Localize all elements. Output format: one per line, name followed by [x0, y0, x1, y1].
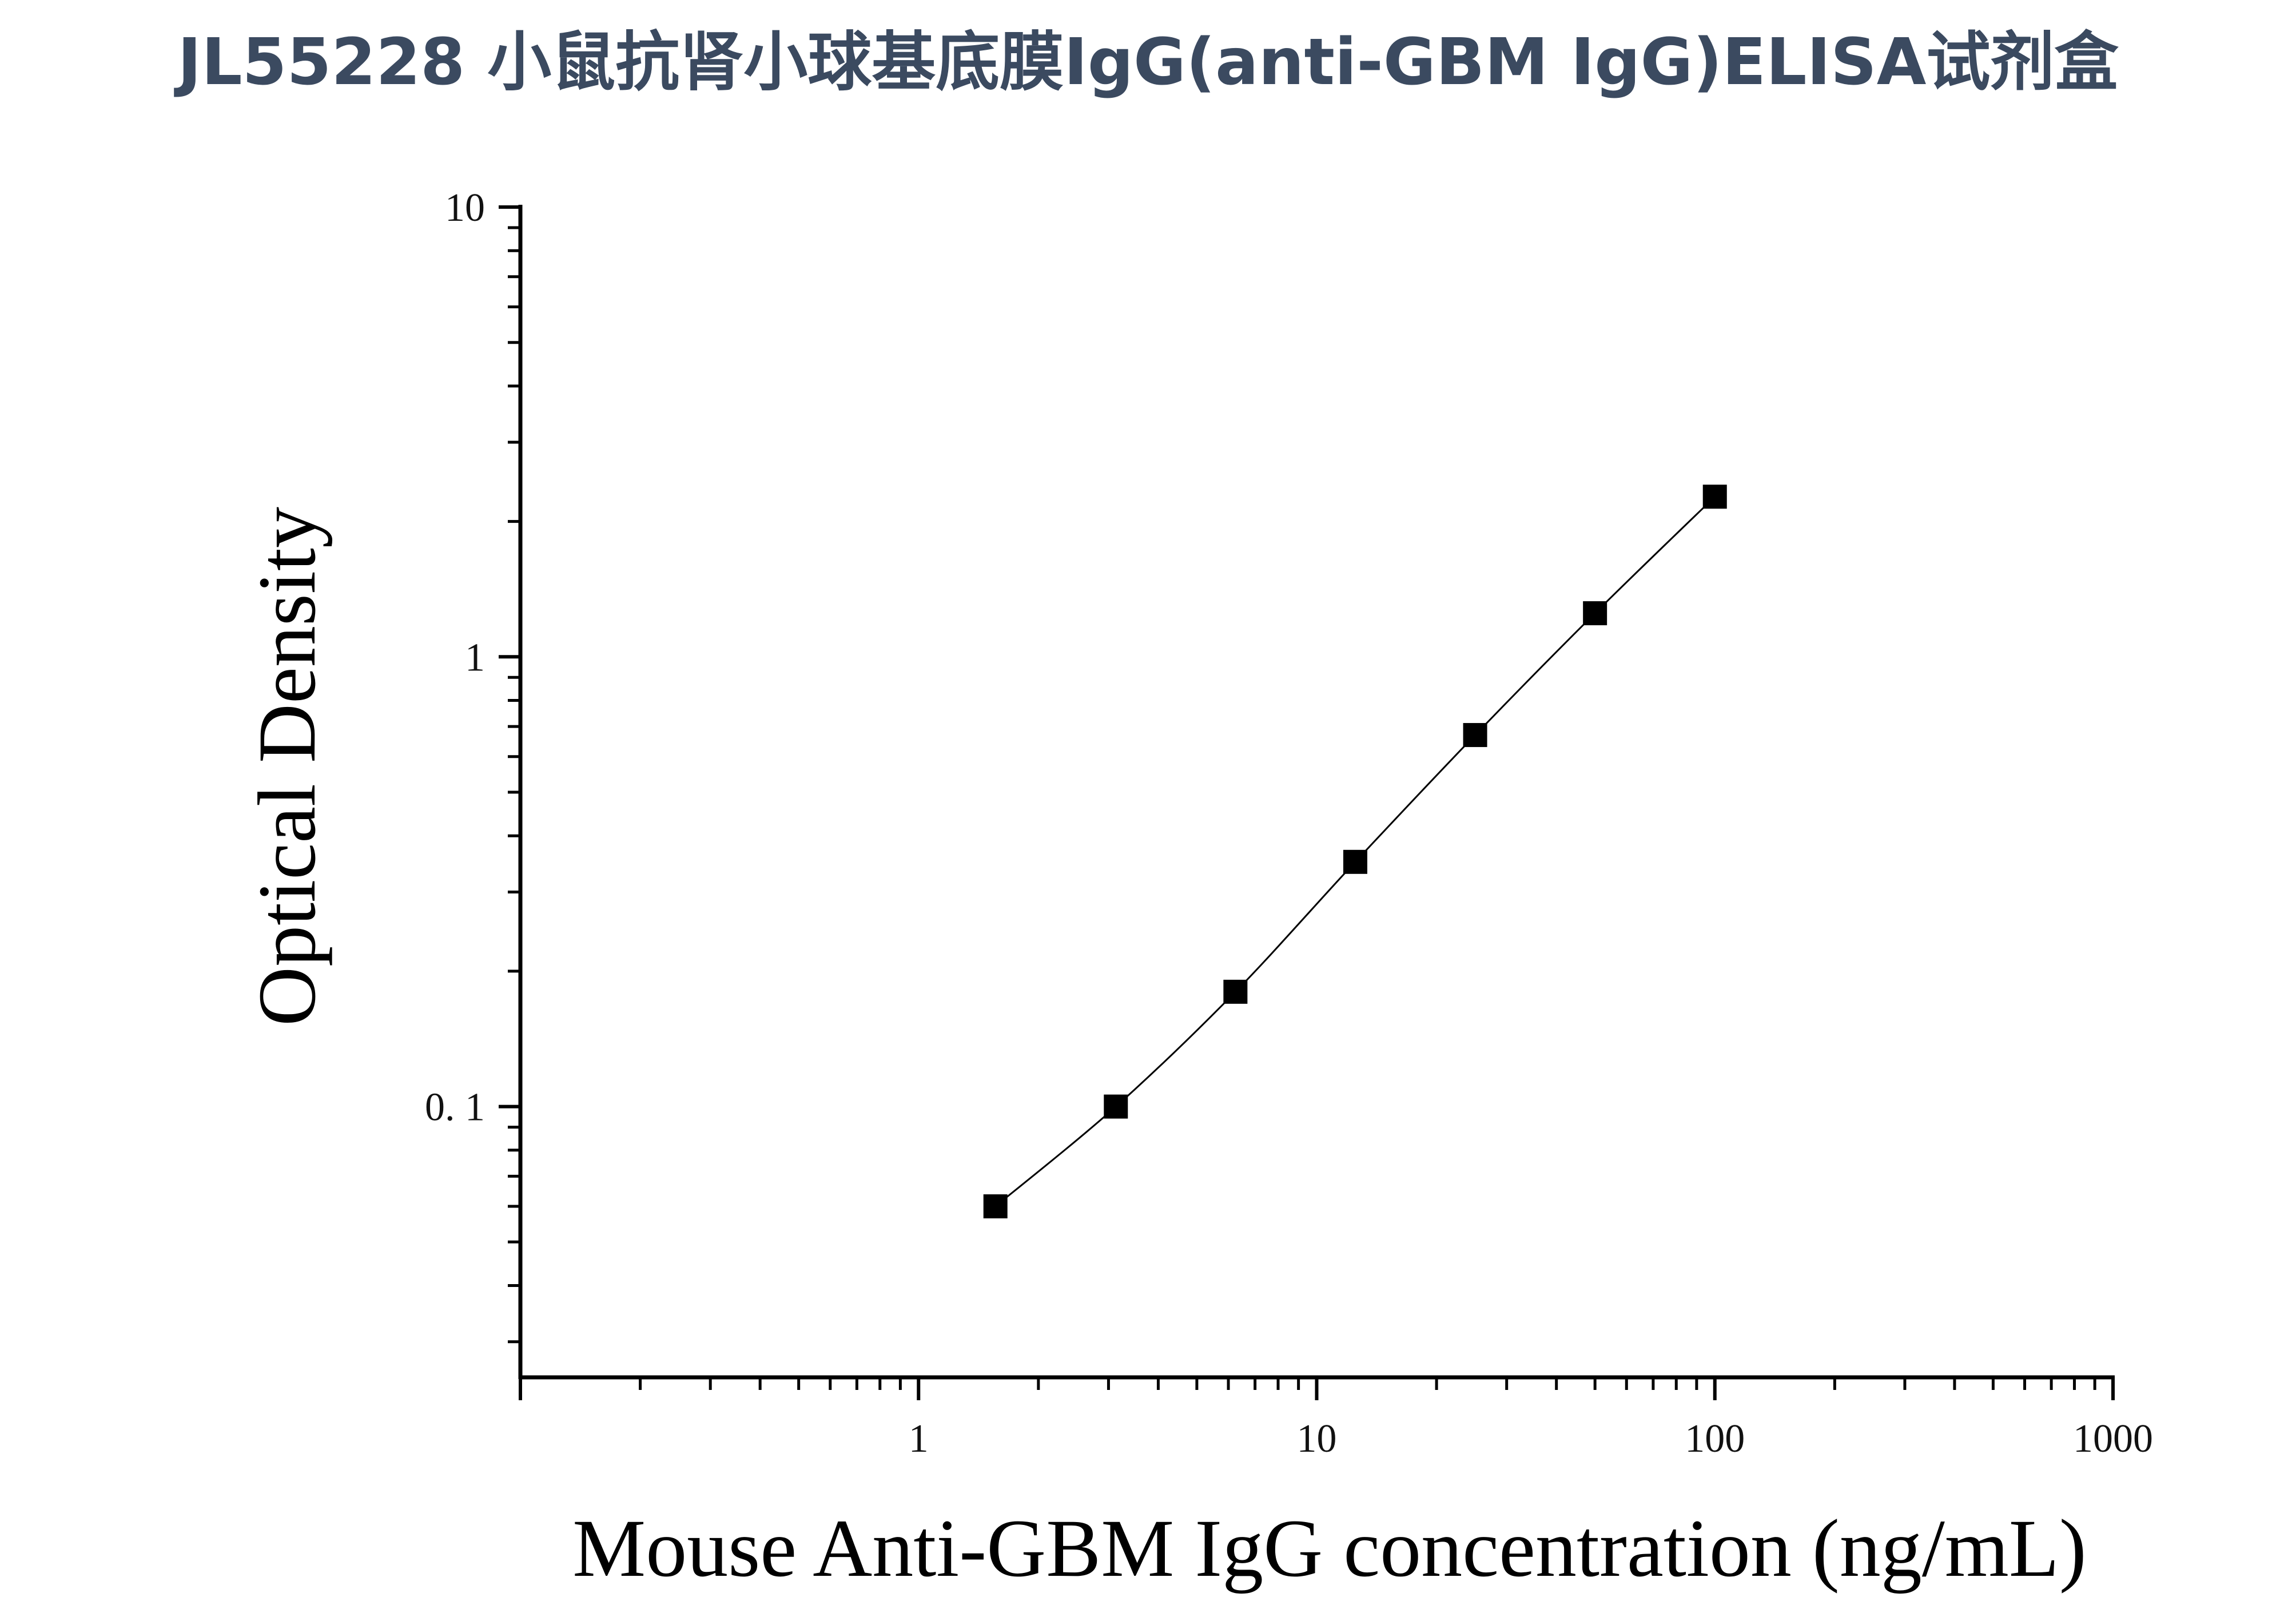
y-tick-label: 10: [445, 186, 485, 230]
data-point: [1343, 849, 1367, 874]
y-tick-label: 1: [465, 635, 485, 680]
data-point: [1104, 1094, 1128, 1119]
data-point: [983, 1194, 1008, 1219]
y-axis-title: Optical Density: [242, 507, 333, 1026]
x-tick-label: 10: [1297, 1417, 1337, 1461]
data-point: [1223, 979, 1248, 1004]
x-axis-title: Mouse Anti-GBM IgG concentration (ng/mL): [572, 1503, 2087, 1594]
data-point: [1583, 601, 1607, 626]
tick-labels: 1 10 100 1000 0. 1 1 10: [425, 186, 2153, 1461]
chart-title: JL55228 小鼠抗肾小球基底膜IgG(anti-GBM IgG)ELISA试…: [177, 25, 2119, 100]
data-point: [1463, 723, 1487, 748]
x-tick-label: 1: [909, 1417, 929, 1461]
data-markers: [983, 484, 1727, 1219]
x-tick-label: 100: [1685, 1417, 1745, 1461]
y-tick-label: 0. 1: [425, 1086, 485, 1130]
axis-ticks: [499, 205, 2115, 1400]
x-tick-label: 1000: [2073, 1417, 2153, 1461]
data-point: [1702, 484, 1727, 509]
axes: [518, 205, 2115, 1380]
